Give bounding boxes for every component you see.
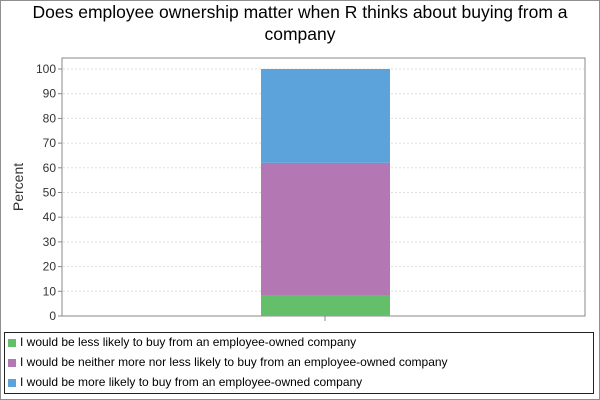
bar-stack (261, 69, 390, 316)
bar-segment-1 (261, 162, 390, 296)
legend-item-less-likely: I would be less likely to buy from an em… (8, 333, 356, 351)
y-tick-label-90: 90 (43, 87, 57, 101)
chart-title: Does employee ownership matter when R th… (32, 2, 568, 44)
y-tick-label-30: 30 (43, 235, 57, 249)
bar-segment-2 (261, 69, 390, 163)
legend-label-neither: I would be neither more nor less likely … (20, 355, 448, 369)
legend-label-more-likely: I would be more likely to buy from an em… (20, 375, 363, 389)
legend: I would be less likely to buy from an em… (4, 332, 594, 394)
y-tick-label-0: 0 (49, 309, 56, 323)
y-tick-label-80: 80 (43, 111, 57, 125)
y-tick-label-50: 50 (43, 186, 57, 200)
y-axis-ticks: 0 10 20 30 40 50 60 70 80 90 100 (36, 62, 62, 323)
y-tick-label-70: 70 (43, 136, 57, 150)
legend-swatch-less-likely (8, 339, 16, 347)
y-tick-label-60: 60 (43, 161, 57, 175)
y-tick-label-10: 10 (43, 284, 57, 298)
legend-item-neither: I would be neither more nor less likely … (8, 353, 448, 371)
legend-swatch-more-likely (8, 379, 16, 387)
y-axis-label: Percent (10, 163, 26, 211)
legend-item-more-likely: I would be more likely to buy from an em… (8, 373, 362, 391)
y-tick-label-100: 100 (36, 62, 56, 76)
y-tick-label-20: 20 (43, 260, 57, 274)
legend-label-less-likely: I would be less likely to buy from an em… (20, 335, 357, 349)
legend-swatch-neither (8, 359, 16, 367)
y-tick-label-40: 40 (43, 210, 57, 224)
bar-segment-0 (261, 295, 390, 316)
